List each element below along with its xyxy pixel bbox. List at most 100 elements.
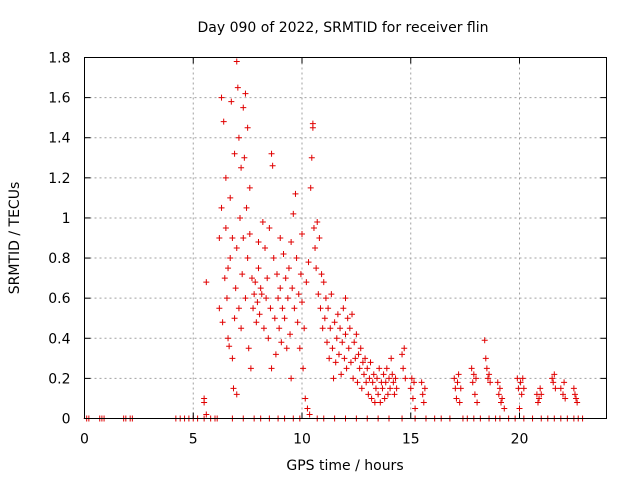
data-point [368, 395, 375, 402]
y-tick-label: 0.8 [48, 251, 70, 267]
data-point [456, 399, 463, 406]
data-point [496, 385, 503, 392]
data-point [265, 335, 272, 342]
data-point [288, 375, 295, 382]
data-point [374, 375, 381, 382]
data-point [239, 271, 246, 278]
data-point [254, 299, 261, 306]
data-point [392, 375, 399, 382]
data-point [266, 224, 273, 231]
data-point [281, 315, 288, 322]
data-point [317, 305, 324, 312]
data-point [277, 285, 284, 292]
data-point [275, 295, 282, 302]
y-tick-label: 1.6 [48, 91, 70, 107]
data-point [299, 230, 305, 237]
data-point [573, 395, 580, 402]
data-point [388, 355, 395, 362]
data-point [409, 395, 416, 402]
data-point [400, 365, 407, 372]
data-points [83, 58, 586, 422]
data-point [255, 265, 262, 272]
data-point [536, 395, 543, 402]
y-axis-label: SRMTID / TECUs [7, 182, 23, 295]
y-tick-label: 1.8 [48, 51, 70, 67]
data-point [313, 265, 320, 272]
data-point [245, 345, 252, 352]
axis-ticks: 0 0.2 0.4 0.6 0.8 1 1.2 1.4 1.6 1.8 0 5 10 15 20 [48, 51, 607, 448]
data-point [320, 279, 327, 286]
data-point [328, 291, 335, 298]
data-point [251, 291, 258, 298]
data-point [307, 184, 314, 191]
data-point [420, 399, 427, 406]
data-point [325, 305, 332, 312]
data-point [293, 255, 300, 262]
data-point [499, 395, 506, 402]
data-point [377, 399, 384, 406]
data-point [301, 325, 308, 332]
data-point [487, 379, 494, 386]
data-point [303, 279, 310, 286]
data-point [242, 295, 249, 302]
data-point [357, 345, 364, 352]
data-point [201, 395, 208, 402]
data-point [223, 295, 230, 302]
data-point [473, 375, 479, 382]
data-point [233, 245, 240, 252]
data-point [369, 379, 376, 386]
data-point [219, 319, 226, 326]
data-point [534, 399, 541, 406]
data-point [517, 379, 524, 386]
data-point [306, 411, 313, 418]
x-axis-label: GPS time / hours [286, 458, 403, 474]
data-point [268, 365, 275, 372]
data-point [538, 391, 545, 398]
data-point [226, 343, 233, 350]
data-point [355, 351, 362, 358]
data-point [364, 365, 371, 372]
data-point [408, 375, 415, 382]
data-point [347, 359, 354, 366]
chart-title: Day 090 of 2022, SRMTID for receiver fli… [198, 20, 489, 36]
data-point [218, 204, 225, 211]
data-point [329, 345, 336, 352]
data-point [519, 375, 526, 382]
data-point [262, 245, 269, 252]
data-point [372, 385, 379, 392]
data-point [366, 375, 373, 382]
data-point [381, 395, 388, 402]
data-point [360, 371, 367, 378]
data-point [234, 84, 241, 91]
data-point [235, 134, 242, 141]
data-point [469, 379, 476, 386]
data-point [297, 271, 304, 278]
data-point [221, 275, 228, 282]
data-point [327, 325, 334, 332]
data-point [407, 385, 414, 392]
data-point [483, 365, 490, 372]
data-point [227, 194, 234, 201]
data-point [308, 154, 315, 161]
data-point [380, 371, 387, 378]
data-point [203, 279, 210, 286]
data-point [495, 391, 502, 398]
data-point [494, 379, 501, 386]
data-point [562, 395, 569, 402]
data-point [240, 104, 247, 111]
data-point [379, 385, 386, 392]
data-point [295, 291, 302, 298]
data-point [332, 359, 339, 366]
data-point [370, 371, 377, 378]
data-point [231, 315, 238, 322]
data-point [471, 391, 478, 398]
data-point [283, 345, 290, 352]
data-point [486, 371, 493, 378]
data-point [227, 255, 234, 262]
data-point [520, 385, 527, 392]
y-tick-label: 1.4 [48, 131, 70, 147]
data-point [457, 385, 464, 392]
data-point [220, 118, 227, 125]
y-tick-label: 0.4 [48, 331, 70, 347]
